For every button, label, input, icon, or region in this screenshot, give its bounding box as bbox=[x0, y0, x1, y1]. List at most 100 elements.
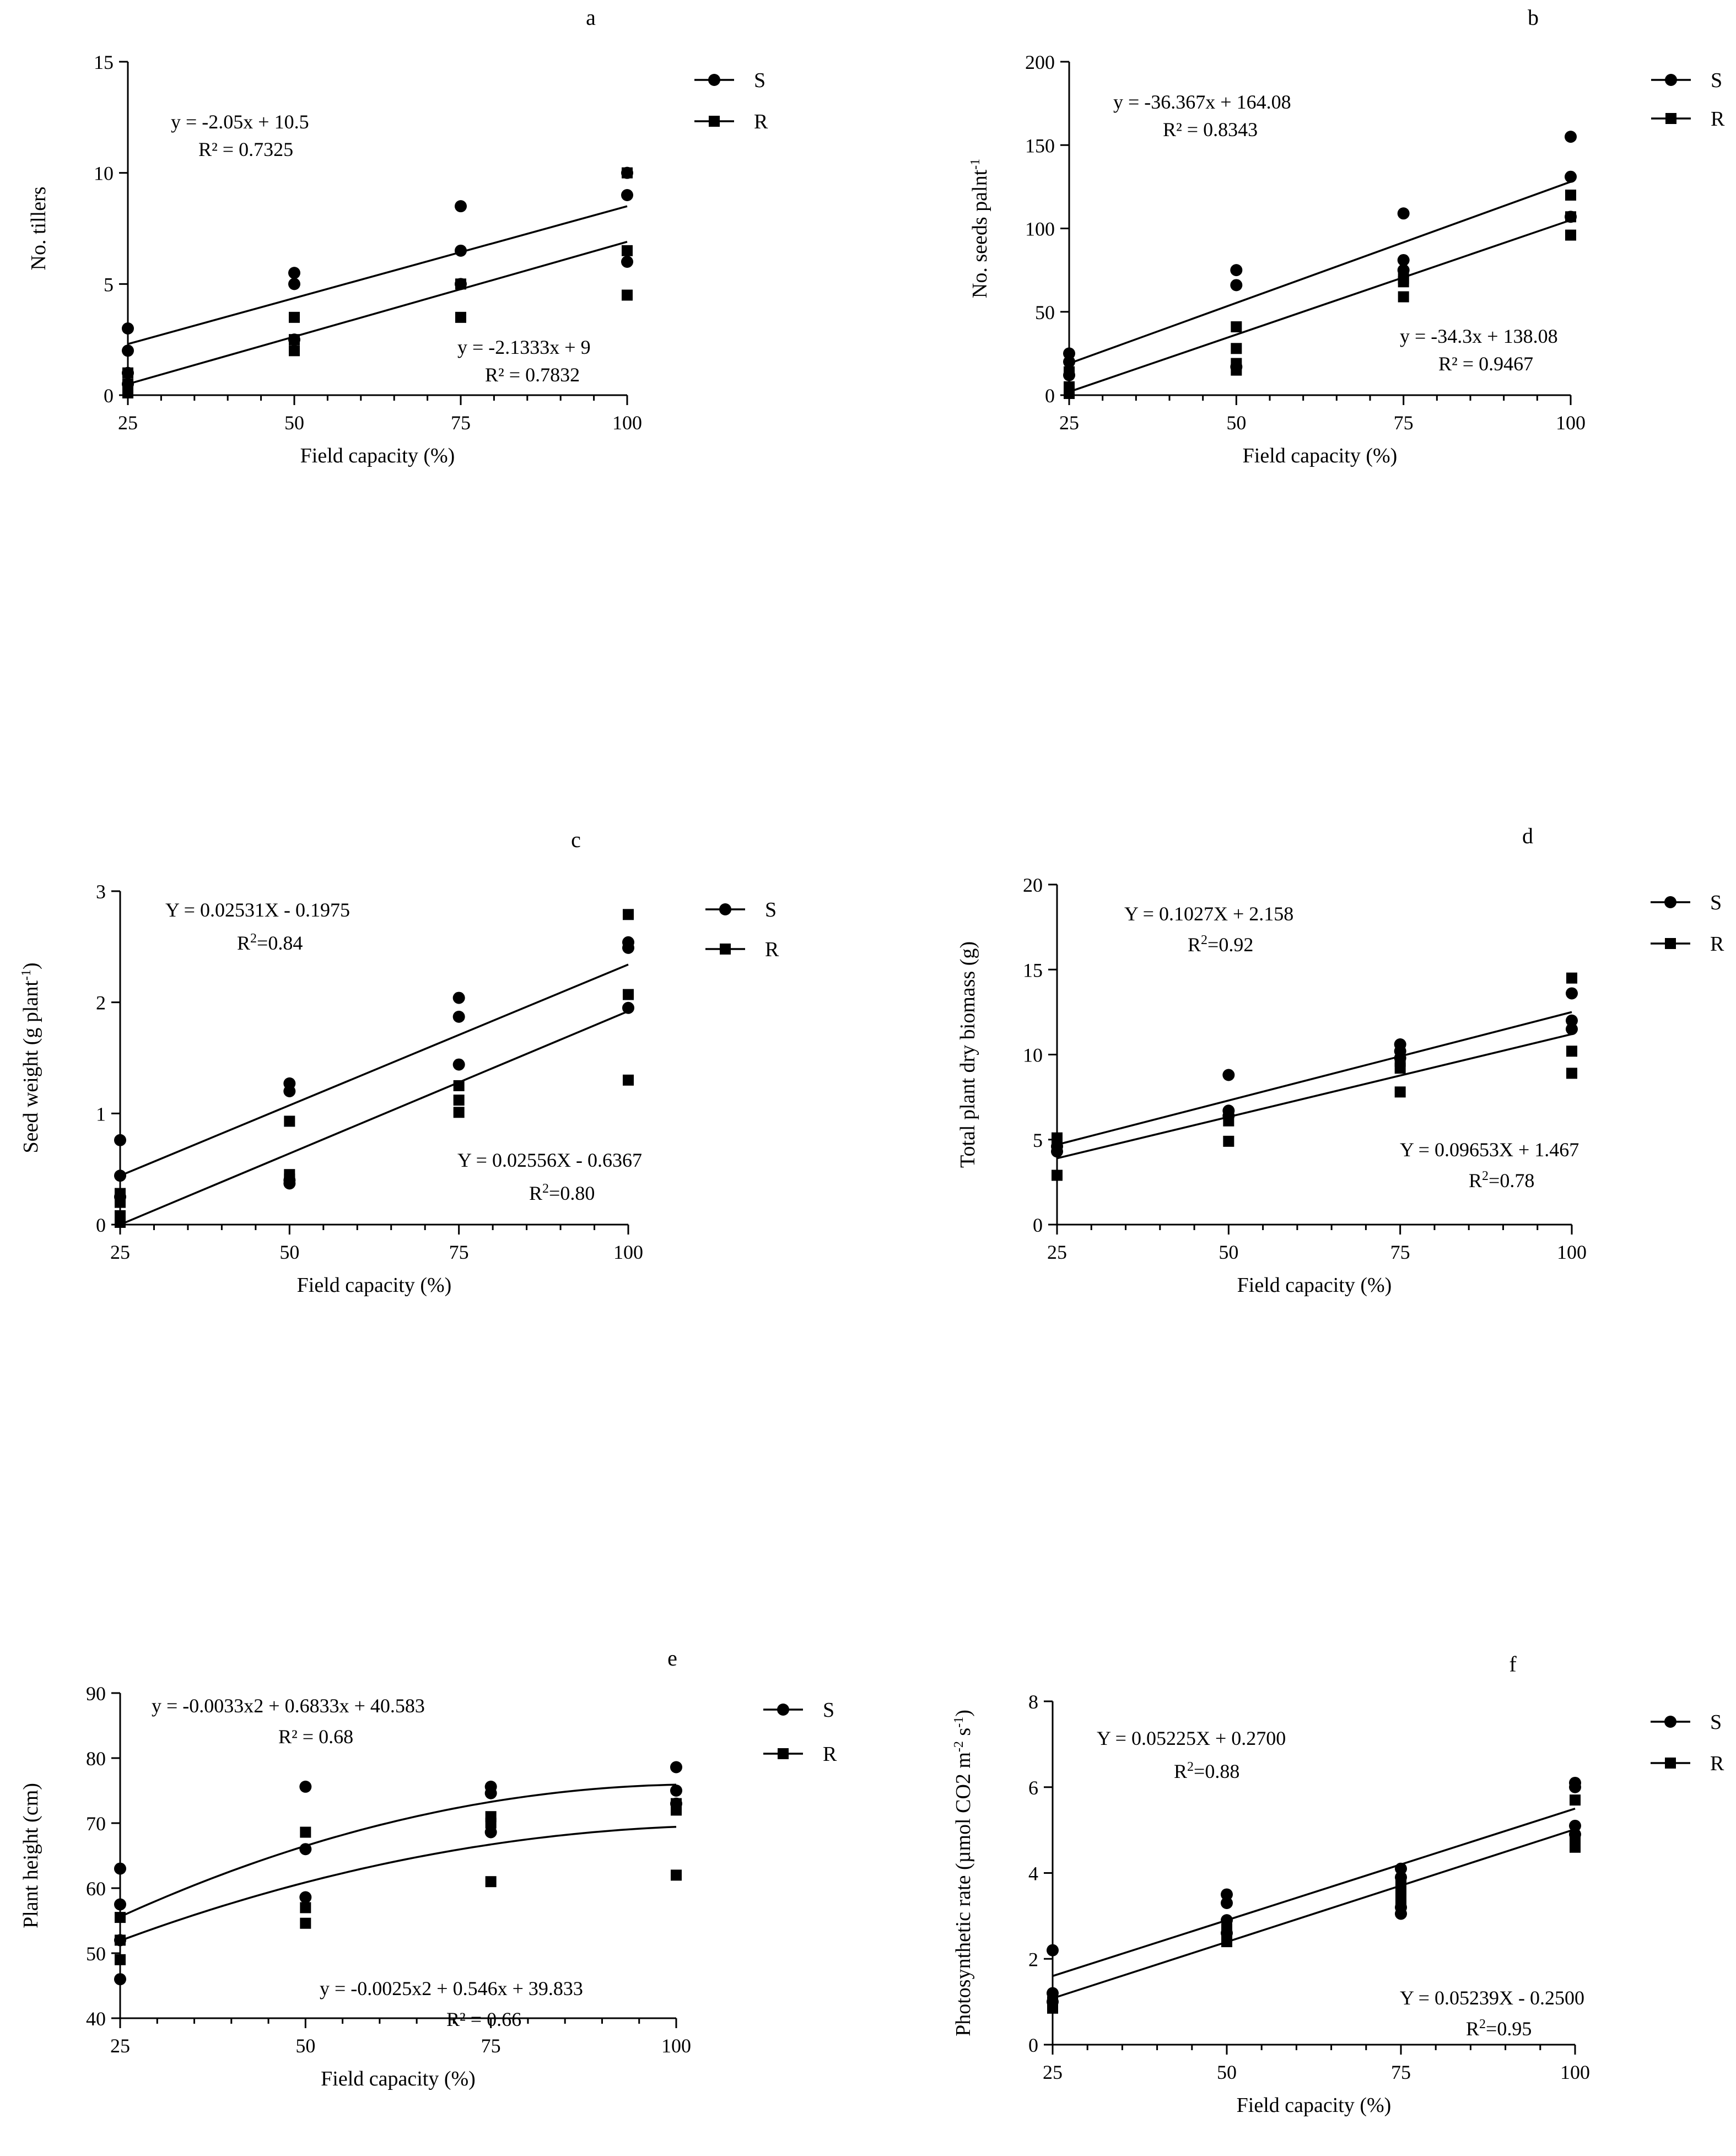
r-squared-text: R2=0.84 bbox=[237, 931, 303, 954]
data-point-S bbox=[670, 1785, 682, 1797]
data-point-R bbox=[622, 167, 633, 179]
r-squared-sup: 2 bbox=[1201, 933, 1207, 947]
data-point-R bbox=[1565, 229, 1576, 241]
data-point-R bbox=[485, 1818, 497, 1829]
y-tick-label: 20 bbox=[1023, 874, 1043, 896]
y-tick-label: 50 bbox=[1035, 301, 1055, 324]
x-axis-title: Field capacity (%) bbox=[1237, 2094, 1392, 2117]
data-point-S bbox=[452, 991, 465, 1004]
data-point-S bbox=[1230, 279, 1243, 292]
legend-marker-S bbox=[708, 74, 720, 86]
data-point-R bbox=[671, 1869, 682, 1881]
data-point-R bbox=[1566, 1068, 1577, 1079]
data-point-R bbox=[453, 1107, 465, 1118]
r-squared-text: R² = 0.8343 bbox=[1163, 118, 1258, 141]
data-point-S bbox=[621, 189, 633, 201]
fit-line-R bbox=[1069, 219, 1571, 393]
y-tick-label: 80 bbox=[86, 1748, 106, 1770]
panel-letter: d bbox=[1522, 823, 1533, 848]
fit-line-S bbox=[120, 963, 629, 1177]
data-point-S bbox=[299, 1843, 312, 1856]
data-point-R bbox=[289, 311, 300, 323]
r-squared-sup: 2 bbox=[542, 1182, 549, 1196]
data-point-S bbox=[1397, 207, 1410, 220]
equation-text: y = -2.05x + 10.5 bbox=[171, 111, 309, 133]
data-point-R bbox=[289, 334, 300, 346]
legend-label-S: S bbox=[754, 69, 765, 92]
data-point-R bbox=[623, 989, 634, 1000]
x-axis-title: Field capacity (%) bbox=[297, 1274, 452, 1297]
r-squared-text: R² = 0.7325 bbox=[198, 138, 293, 160]
data-point-R bbox=[115, 1954, 126, 1965]
data-point-R bbox=[453, 1095, 465, 1106]
data-point-S bbox=[299, 1891, 312, 1904]
data-point-S bbox=[1566, 1023, 1578, 1036]
data-point-R bbox=[1221, 1923, 1232, 1934]
panel-letter: f bbox=[1509, 1652, 1517, 1677]
x-tick-label: 50 bbox=[295, 2035, 315, 2057]
y-tick-label: 5 bbox=[1033, 1129, 1043, 1151]
legend-marker-S bbox=[1664, 1716, 1676, 1728]
y-tick-label: 10 bbox=[94, 163, 114, 185]
data-point-R bbox=[300, 1826, 311, 1838]
y-tick-label: 0 bbox=[1028, 2034, 1038, 2056]
data-point-R bbox=[115, 1934, 126, 1946]
r-squared-sup: 2 bbox=[1482, 1169, 1489, 1183]
y-tick-label: 5 bbox=[104, 273, 114, 295]
data-point-S bbox=[455, 200, 467, 213]
r-squared-sup: 2 bbox=[250, 931, 257, 946]
x-tick-label: 50 bbox=[1226, 412, 1246, 434]
data-point-R bbox=[115, 1188, 126, 1199]
legend-marker-R bbox=[1665, 938, 1676, 949]
x-tick-label: 25 bbox=[110, 2035, 130, 2057]
x-tick-label: 75 bbox=[481, 2035, 501, 2057]
chart-panel-b: b 0 50 100 150 200 25 50 75 100 Field capacity (%)… bbox=[968, 5, 1725, 467]
y-tick-label: 200 bbox=[1025, 51, 1055, 73]
data-point-S bbox=[1230, 264, 1243, 277]
r-squared-text: R² = 0.68 bbox=[278, 1726, 353, 1748]
equation-text: Y = 0.05225X + 0.2700 bbox=[1097, 1727, 1286, 1749]
data-point-S bbox=[1397, 254, 1410, 266]
r-squared-text: R² = 0.9467 bbox=[1438, 353, 1533, 375]
r-squared-value: =0.84 bbox=[257, 932, 303, 954]
fit-line-S bbox=[120, 1783, 677, 1918]
chart-panel-f: f 0 2 4 6 8 25 50 75 100 Field capacity (%) Photosy… bbox=[952, 1652, 1724, 2117]
y-tick-label: 1 bbox=[96, 1103, 106, 1125]
data-point-S bbox=[299, 1780, 312, 1793]
equation-text: Y = 0.09653X + 1.467 bbox=[1400, 1139, 1579, 1161]
x-axis-title: Field capacity (%) bbox=[300, 444, 455, 467]
data-point-R bbox=[115, 1216, 126, 1228]
data-point-S bbox=[114, 1898, 126, 1911]
legend-label-S: S bbox=[765, 898, 777, 921]
data-point-S bbox=[288, 267, 300, 279]
y-tick-label: 150 bbox=[1025, 134, 1055, 157]
data-point-R bbox=[1566, 972, 1577, 984]
legend-label-R: R bbox=[765, 938, 779, 961]
data-point-S bbox=[122, 322, 134, 335]
r-squared-text: R2=0.88 bbox=[1174, 1760, 1239, 1782]
x-tick-label: 25 bbox=[118, 412, 138, 434]
y-tick-label: 0 bbox=[96, 1214, 106, 1236]
r-squared-text: R2=0.92 bbox=[1188, 933, 1253, 956]
data-point-S bbox=[452, 1010, 465, 1023]
y-axis-title-tail2: ) bbox=[952, 1710, 975, 1717]
legend-marker-S bbox=[777, 1704, 789, 1716]
data-point-R bbox=[455, 278, 466, 290]
r-squared-text: R² = 0.7832 bbox=[485, 364, 580, 386]
data-point-S bbox=[1221, 1914, 1233, 1927]
data-point-R bbox=[1052, 1142, 1063, 1154]
data-point-S bbox=[452, 1058, 465, 1071]
data-point-S bbox=[621, 256, 633, 268]
chart-panel-e: e 40 50 60 70 80 90 25 50 75 100 Field capacity (%)… bbox=[19, 1646, 837, 2090]
r-squared-text: R2=0.78 bbox=[1469, 1169, 1534, 1192]
y-axis-title-tail: s bbox=[952, 1728, 975, 1741]
data-point-S bbox=[1395, 1907, 1407, 1920]
x-axis-title: Field capacity (%) bbox=[1237, 1274, 1392, 1297]
data-point-R bbox=[1565, 190, 1576, 201]
x-tick-label: 100 bbox=[1560, 2061, 1590, 2083]
equation-text: y = -2.1333x + 9 bbox=[457, 336, 591, 358]
data-point-R bbox=[122, 387, 133, 398]
data-point-R bbox=[1047, 2002, 1058, 2014]
x-tick-label: 100 bbox=[1556, 412, 1586, 434]
